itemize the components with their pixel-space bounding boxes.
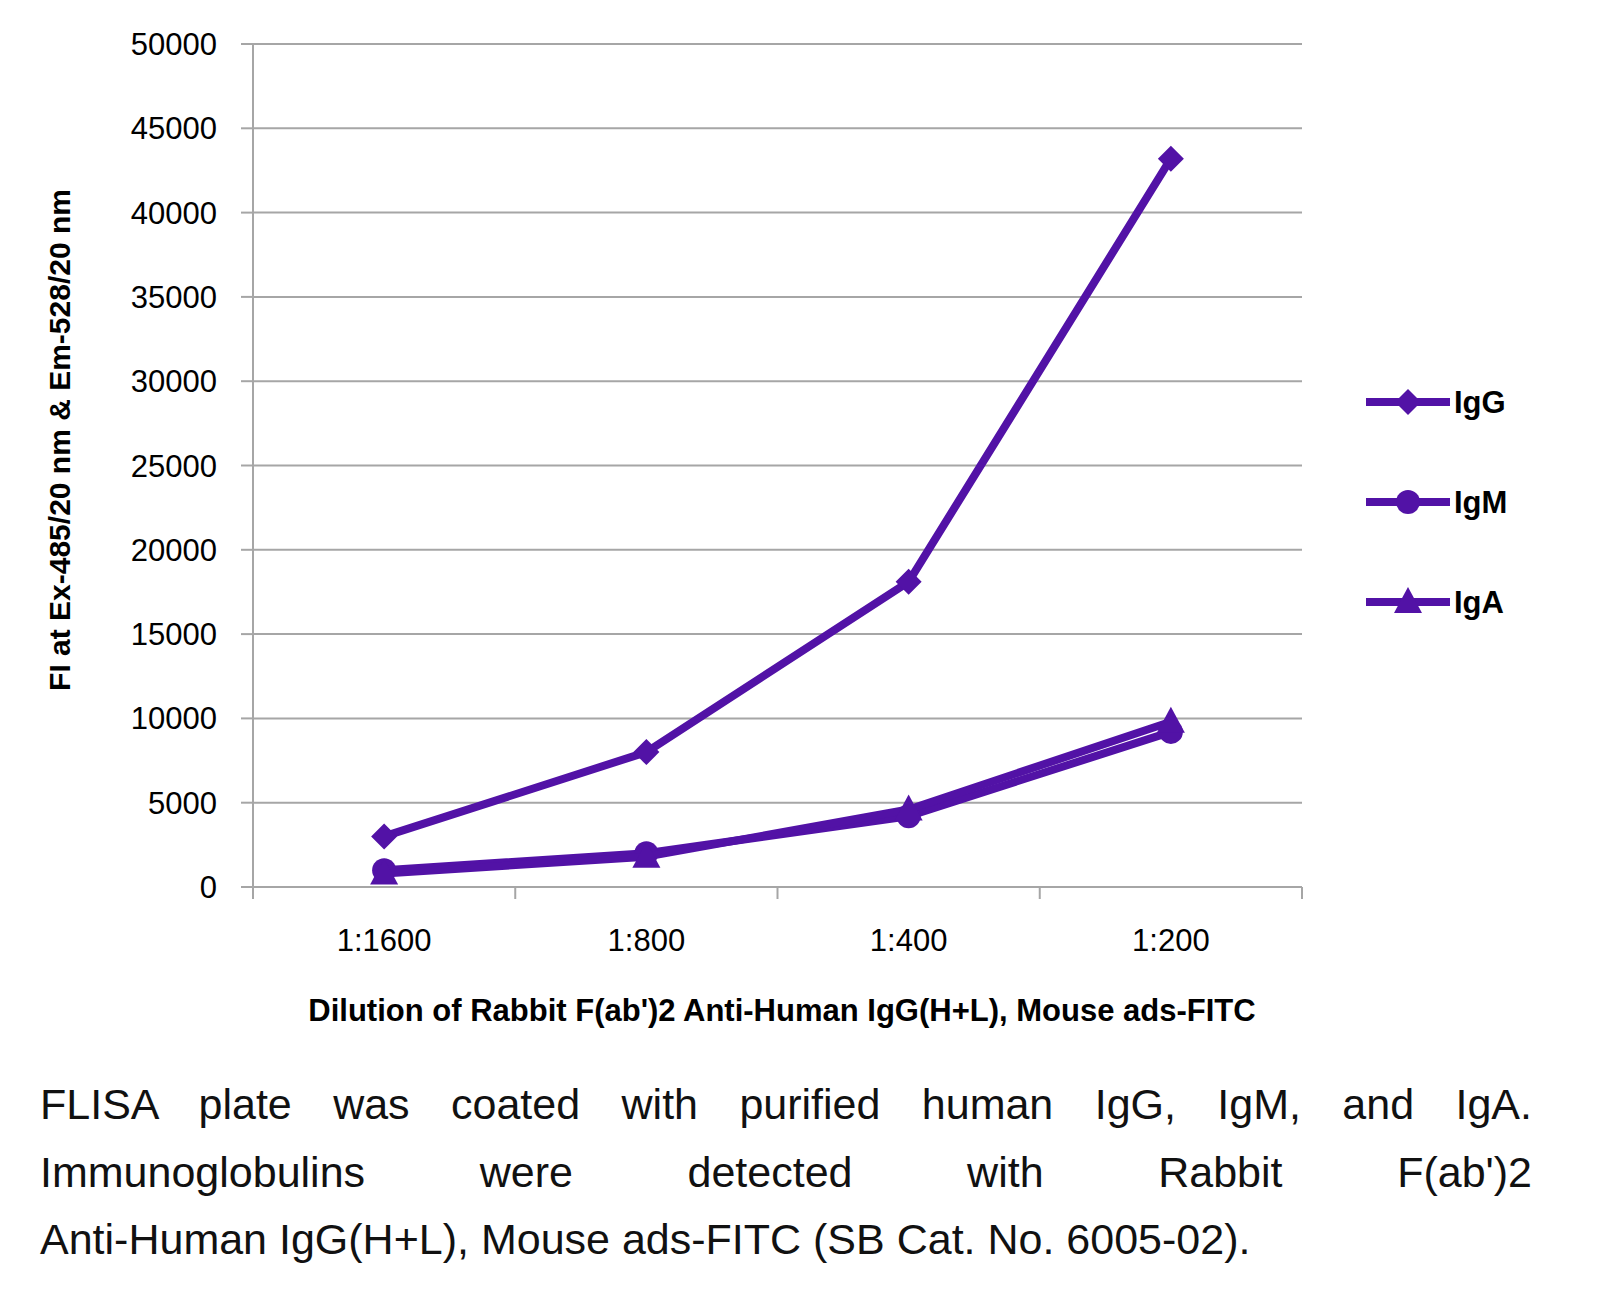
caption-line: Immunoglobulins were detected with Rabbi…	[40, 1148, 1532, 1197]
data-point	[632, 842, 660, 868]
y-axis-title: FI at Ex-485/20 nm & Em-528/20 nm	[43, 189, 76, 691]
series-line	[384, 732, 1171, 870]
y-tick	[241, 633, 253, 635]
y-tick-label: 40000	[131, 196, 217, 231]
x-tick	[777, 887, 779, 899]
grid-line	[253, 296, 1302, 298]
data-point	[896, 569, 922, 595]
data-point	[1158, 146, 1184, 172]
legend-label: IgA	[1454, 585, 1504, 620]
x-tick-label: 1:800	[608, 923, 686, 958]
y-tick	[241, 717, 253, 719]
grid-line	[253, 717, 1302, 719]
x-tick	[252, 887, 254, 899]
caption-line: Anti-Human IgG(H+L), Mouse ads-FITC (SB …	[40, 1215, 1532, 1264]
y-tick	[241, 127, 253, 129]
y-tick-label: 10000	[131, 701, 217, 736]
grid-line	[253, 212, 1302, 214]
x-tick-label: 1:400	[870, 923, 948, 958]
data-point	[633, 739, 659, 765]
data-point	[371, 823, 397, 849]
grid-line	[253, 465, 1302, 467]
plot-area	[370, 146, 1185, 885]
y-tick	[241, 465, 253, 467]
grid-line	[253, 802, 1302, 804]
y-tick-label: 0	[200, 870, 217, 905]
x-tick	[1301, 887, 1303, 899]
y-tick-label: 25000	[131, 449, 217, 484]
grid-line	[253, 549, 1302, 551]
legend-marker	[1395, 389, 1421, 415]
y-tick	[241, 886, 253, 888]
grid-line	[253, 633, 1302, 635]
legend-label: IgM	[1454, 485, 1507, 520]
y-tick-label: 5000	[148, 786, 217, 821]
y-tick-label: 35000	[131, 280, 217, 315]
y-tick	[241, 43, 253, 45]
y-tick-label: 20000	[131, 533, 217, 568]
x-tick	[514, 887, 516, 899]
y-tick-label: 45000	[131, 111, 217, 146]
data-point	[370, 859, 398, 885]
grid-line	[253, 380, 1302, 382]
y-axis	[252, 44, 254, 887]
y-tick	[241, 380, 253, 382]
y-tick-label: 15000	[131, 617, 217, 652]
y-tick-label: 50000	[131, 27, 217, 62]
y-tick	[241, 802, 253, 804]
caption-line: FLISA plate was coated with purified hum…	[40, 1080, 1532, 1129]
y-tick	[241, 296, 253, 298]
x-axis-title: Dilution of Rabbit F(ab')2 Anti-Human Ig…	[308, 993, 1255, 1028]
x-tick	[1039, 887, 1041, 899]
y-tick-label: 30000	[131, 364, 217, 399]
series-line	[384, 722, 1171, 874]
grid-line	[253, 43, 1302, 45]
y-tick	[241, 549, 253, 551]
data-point	[1157, 707, 1185, 733]
x-tick-label: 1:1600	[337, 923, 432, 958]
y-tick	[241, 212, 253, 214]
legend-marker	[1396, 490, 1420, 514]
data-point	[895, 794, 923, 820]
legend-label: IgG	[1454, 385, 1506, 420]
x-tick-label: 1:200	[1132, 923, 1210, 958]
grid-line	[253, 127, 1302, 129]
series-line	[384, 159, 1171, 837]
legend-marker	[1394, 587, 1422, 613]
